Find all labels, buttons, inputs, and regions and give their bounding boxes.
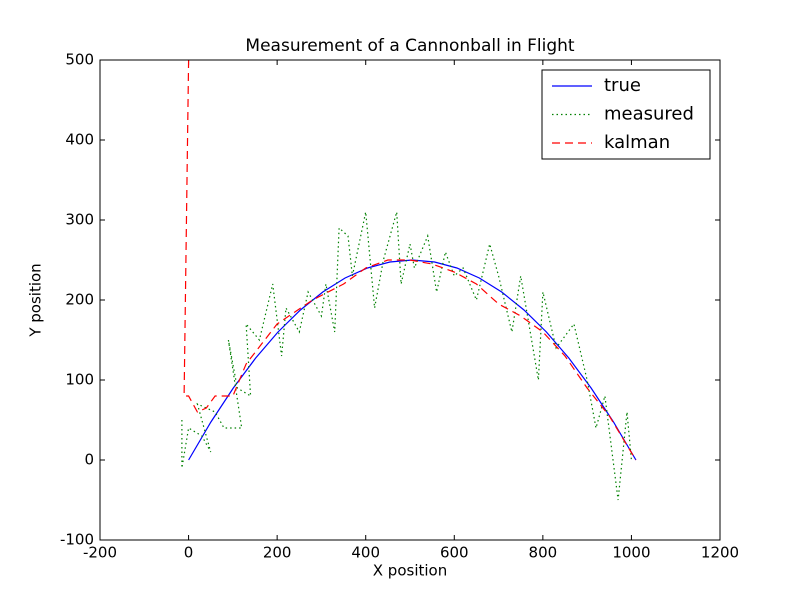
x-tick-label: 800 [529,544,558,562]
y-axis-label: Y position [27,263,45,337]
y-tick-label: 300 [65,211,94,229]
x-tick-label: 1000 [612,544,650,562]
x-tick-label: -200 [83,544,117,562]
x-tick-label: 200 [263,544,292,562]
legend-label: kalman [604,132,670,153]
y-tick-label: 0 [84,451,94,469]
series-line [181,211,632,501]
legend-label: measured [604,104,694,125]
series-line [183,60,637,461]
chart-title: Measurement of a Cannonball in Flight [245,36,574,56]
x-axis-label: X position [373,562,447,580]
y-tick-label: 500 [65,51,94,69]
y-tick-label: -100 [60,531,94,549]
y-tick-label: 400 [65,131,94,149]
y-tick-label: 100 [65,371,94,389]
plot-frame [99,59,721,541]
legend-label: true [604,75,641,96]
x-tick-label: 400 [351,544,380,562]
x-tick-label: 0 [184,544,194,562]
x-tick-label: 600 [440,544,469,562]
y-tick-label: 200 [65,291,94,309]
x-tick-label: 1200 [701,544,739,562]
